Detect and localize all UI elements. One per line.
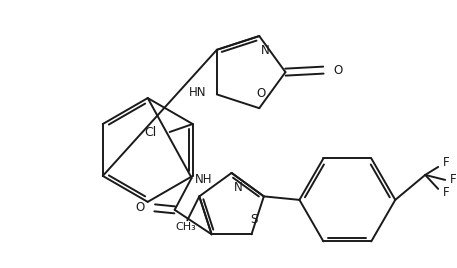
Text: O: O [333,64,343,77]
Text: N: N [234,181,242,194]
Text: F: F [443,186,450,199]
Text: S: S [250,213,257,226]
Text: N: N [261,44,270,57]
Text: CH₃: CH₃ [175,222,196,232]
Text: O: O [135,201,145,214]
Text: NH: NH [195,173,212,187]
Text: F: F [450,173,457,187]
Text: F: F [443,157,450,169]
Text: HN: HN [189,86,207,99]
Text: Cl: Cl [144,125,157,139]
Text: O: O [257,87,266,100]
